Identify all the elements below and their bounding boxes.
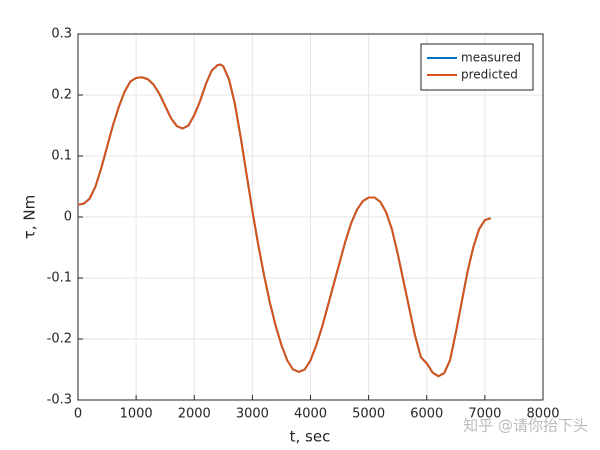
legend-label: predicted: [461, 68, 518, 82]
x-tick-label: 0: [74, 407, 82, 422]
line-series: [77, 63, 491, 378]
axes-box: [77, 33, 544, 401]
y-tick-label: -0.3: [47, 393, 72, 408]
watermark: 知乎 @请你抬下头: [463, 417, 588, 435]
legend: measured predicted: [420, 43, 534, 91]
x-tick-label: 3000: [236, 407, 269, 422]
x-tick-label: 1000: [120, 407, 153, 422]
y-tick-label: 0.1: [51, 149, 72, 164]
x-tick-label: 6000: [410, 407, 443, 422]
y-tick-label: -0.2: [47, 332, 72, 347]
y-tick-label: -0.1: [47, 271, 72, 286]
x-tick-label: 5000: [352, 407, 385, 422]
y-axis-label: τ, Nm: [21, 195, 39, 239]
y-tick-label: 0.2: [51, 88, 72, 103]
legend-box: [420, 43, 534, 91]
y-tick-label: 0: [64, 210, 72, 225]
x-tick-label: 8000: [526, 407, 559, 422]
x-tick-label: 7000: [468, 407, 501, 422]
x-axis-label: t, sec: [290, 428, 331, 446]
legend-label: measured: [461, 51, 521, 65]
y-tick-label: 0.3: [51, 27, 72, 42]
x-tick-label: 4000: [294, 407, 327, 422]
x-tick-label: 2000: [178, 407, 211, 422]
